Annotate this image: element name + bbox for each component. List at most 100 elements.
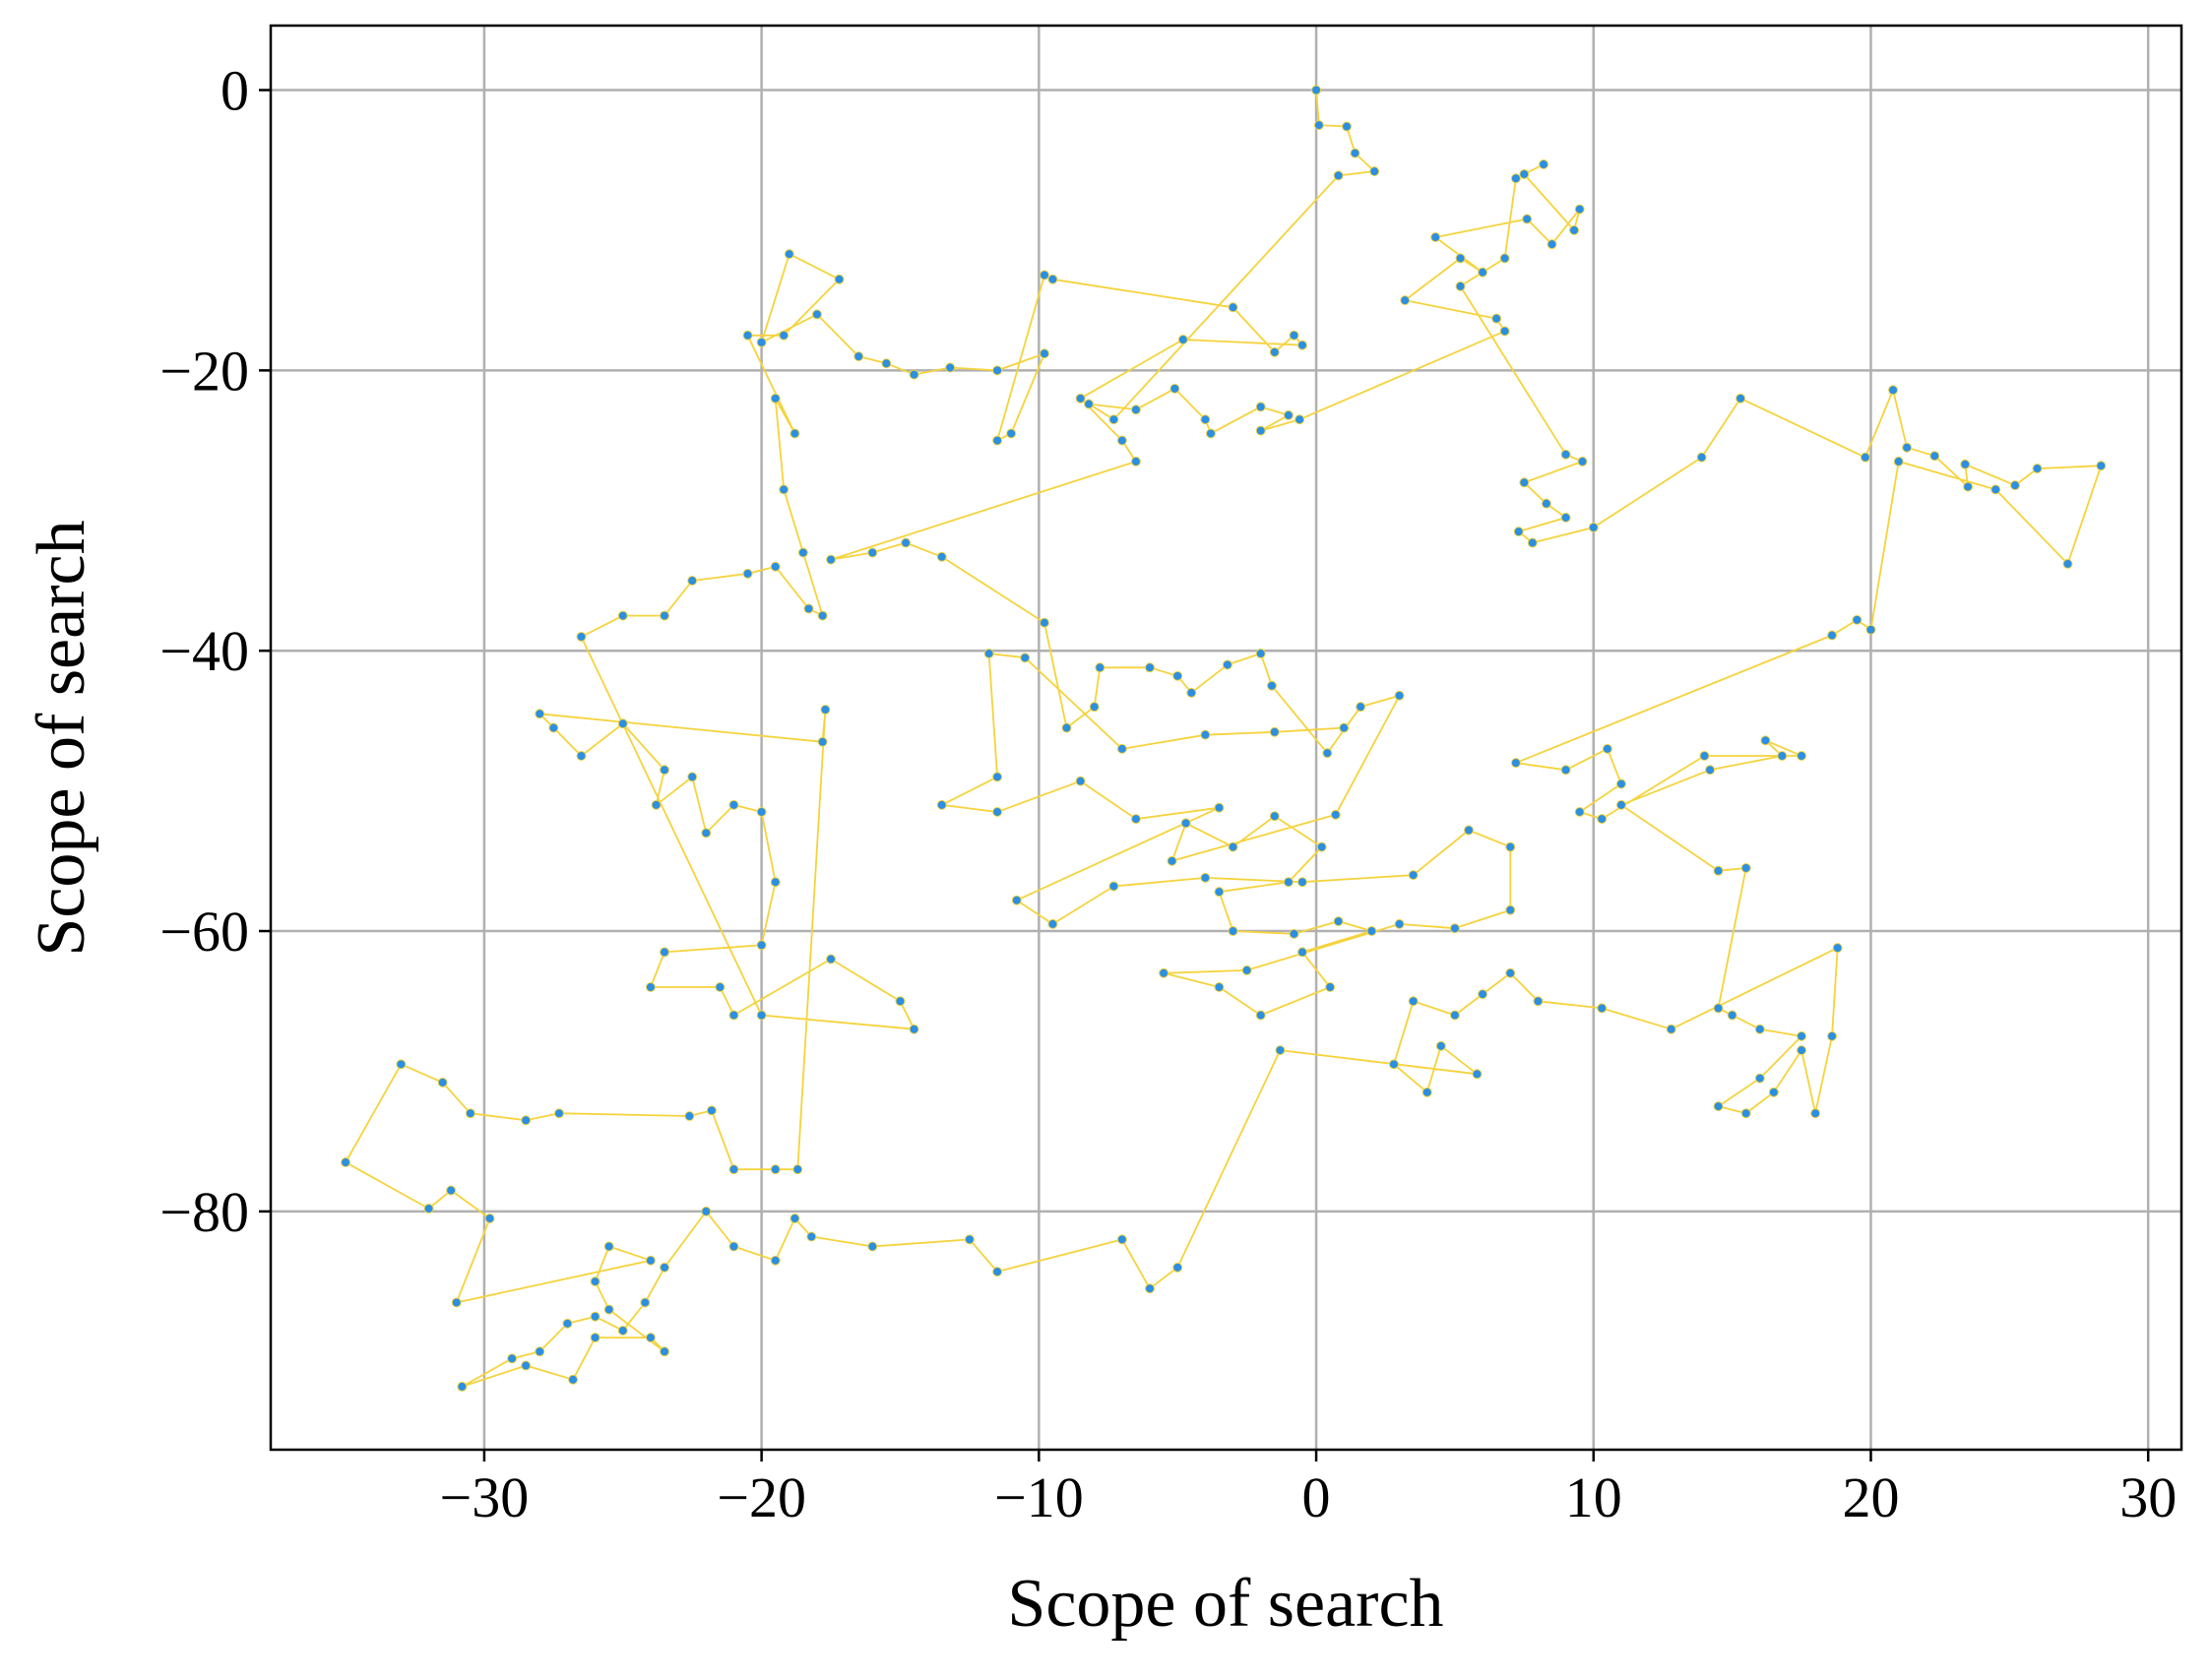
x-tick-label: −10 bbox=[994, 1465, 1084, 1529]
point bbox=[507, 1353, 518, 1364]
point bbox=[1316, 841, 1327, 852]
point bbox=[1519, 168, 1530, 179]
point bbox=[1394, 690, 1405, 701]
point bbox=[1394, 918, 1405, 929]
point bbox=[826, 954, 837, 964]
point bbox=[992, 1267, 1003, 1277]
point bbox=[1505, 904, 1516, 915]
point bbox=[603, 1241, 614, 1252]
point bbox=[1713, 865, 1724, 876]
point bbox=[568, 1374, 579, 1385]
point bbox=[1130, 404, 1141, 415]
point bbox=[1388, 1059, 1399, 1070]
point bbox=[1241, 964, 1252, 975]
point bbox=[1740, 1108, 1751, 1119]
point bbox=[1108, 881, 1119, 892]
point bbox=[2032, 464, 2043, 474]
point bbox=[881, 358, 892, 369]
point bbox=[1333, 170, 1344, 181]
point bbox=[1505, 967, 1516, 978]
point bbox=[1797, 751, 1807, 762]
point bbox=[992, 365, 1003, 376]
point bbox=[576, 751, 587, 762]
point bbox=[1366, 926, 1377, 937]
point bbox=[1228, 302, 1238, 313]
point bbox=[1797, 1030, 1807, 1041]
point bbox=[396, 1059, 407, 1070]
point bbox=[1499, 253, 1510, 264]
point bbox=[1011, 895, 1022, 905]
point bbox=[660, 765, 670, 776]
point bbox=[1075, 776, 1086, 786]
x-tick-label: 10 bbox=[1565, 1465, 1622, 1529]
point bbox=[1541, 498, 1551, 509]
point bbox=[1860, 452, 1870, 463]
point bbox=[1330, 809, 1341, 820]
point bbox=[992, 435, 1003, 446]
point bbox=[901, 537, 912, 548]
point bbox=[964, 1234, 975, 1245]
point bbox=[1666, 1024, 1676, 1034]
point bbox=[936, 551, 947, 562]
point bbox=[1852, 614, 1863, 625]
point bbox=[645, 1255, 656, 1266]
point bbox=[535, 1346, 545, 1357]
point bbox=[1116, 435, 1127, 446]
point bbox=[770, 561, 781, 572]
point bbox=[1865, 624, 1876, 635]
point bbox=[660, 1346, 670, 1357]
point bbox=[1597, 1003, 1608, 1014]
point bbox=[1827, 1030, 1838, 1041]
point bbox=[1200, 729, 1211, 740]
point bbox=[811, 309, 822, 320]
point bbox=[1145, 662, 1156, 673]
point bbox=[1047, 918, 1058, 929]
point bbox=[789, 428, 800, 439]
point bbox=[770, 1164, 781, 1175]
point bbox=[797, 547, 808, 558]
y-tick-label: −40 bbox=[159, 619, 249, 683]
point bbox=[867, 547, 878, 558]
point bbox=[1740, 862, 1751, 873]
point bbox=[1754, 1024, 1765, 1034]
point bbox=[1061, 722, 1072, 733]
point bbox=[1960, 459, 1971, 469]
point bbox=[457, 1381, 468, 1392]
point bbox=[1615, 778, 1626, 789]
point bbox=[1539, 158, 1549, 169]
point bbox=[1255, 649, 1266, 659]
point bbox=[521, 1360, 532, 1371]
point bbox=[1020, 653, 1031, 663]
point bbox=[1167, 855, 1177, 866]
y-tick-label: −20 bbox=[159, 339, 249, 403]
point bbox=[779, 484, 789, 495]
point bbox=[1311, 85, 1322, 95]
point bbox=[1902, 442, 1913, 453]
point bbox=[1214, 887, 1225, 898]
point bbox=[1522, 214, 1533, 224]
point bbox=[1296, 947, 1307, 958]
point bbox=[756, 940, 767, 951]
point bbox=[1990, 484, 2001, 495]
point bbox=[1527, 537, 1538, 548]
point bbox=[1084, 399, 1095, 409]
point bbox=[909, 369, 919, 380]
point bbox=[728, 1241, 739, 1252]
point bbox=[1435, 1040, 1446, 1051]
point bbox=[2062, 558, 2073, 569]
point bbox=[1108, 414, 1119, 425]
point bbox=[2009, 480, 2020, 491]
point bbox=[2096, 461, 2107, 471]
point bbox=[1275, 1045, 1286, 1056]
point bbox=[1186, 687, 1197, 698]
axes-frame bbox=[269, 24, 2183, 1452]
ticks: −30 −20 −10 0 10 20 30 0 −20 −40 −60 −80 bbox=[159, 59, 2177, 1529]
point bbox=[660, 610, 670, 621]
point bbox=[820, 705, 831, 716]
point bbox=[1777, 751, 1788, 762]
point bbox=[1222, 659, 1232, 670]
point bbox=[590, 1333, 600, 1343]
point bbox=[1533, 996, 1544, 1007]
point bbox=[562, 1318, 573, 1329]
